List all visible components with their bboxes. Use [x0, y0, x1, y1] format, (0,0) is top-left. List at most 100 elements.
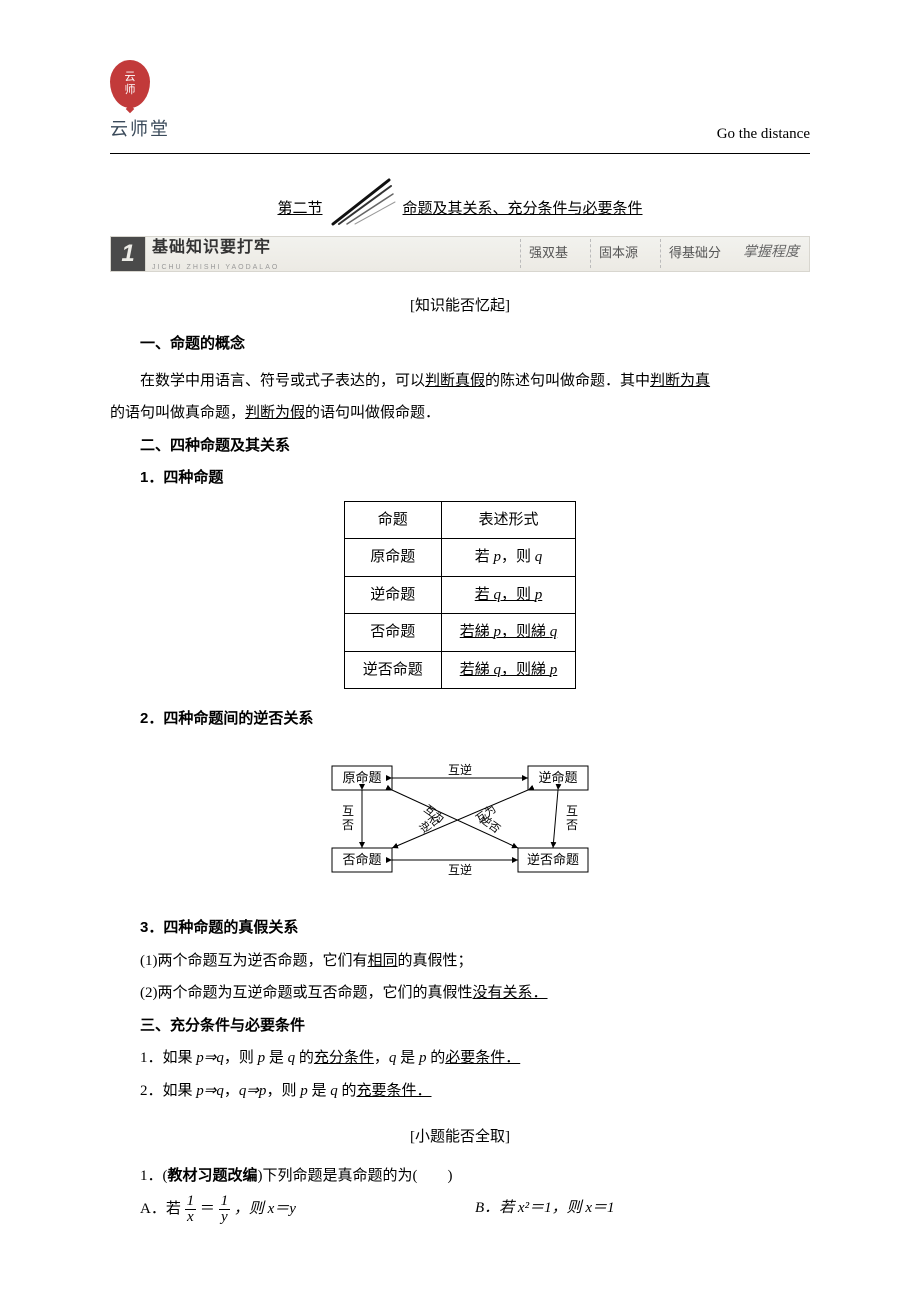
td: 若綈 q，则綈 p — [441, 651, 576, 689]
logo-badge-text: 云 师 — [125, 71, 136, 97]
t: ，则 — [501, 587, 535, 603]
table-row: 逆否命题 若綈 q，则綈 p — [344, 651, 576, 689]
t-u: 充分条件 — [314, 1050, 374, 1066]
t: q — [288, 1050, 296, 1066]
svg-text:否: 否 — [342, 818, 354, 832]
t: p — [494, 624, 502, 640]
t-u: 没有关系． — [473, 985, 548, 1001]
t: 的 — [295, 1050, 314, 1066]
t: 1．( — [140, 1168, 168, 1184]
q1-source: 教材习题改编 — [168, 1168, 258, 1184]
t: 的陈述句叫做命题．其中 — [485, 373, 650, 389]
tf-line-2: (2)两个命题为互逆命题或互否命题，它们的真假性没有关系． — [140, 979, 810, 1008]
section-title: 命题及其关系、充分条件与必要条件 — [403, 195, 643, 226]
banner-title-pinyin: JICHU ZHISHI YAODALAO — [152, 261, 279, 274]
t: 若 — [475, 587, 494, 603]
den: y — [219, 1210, 231, 1225]
t-u: 必要条件． — [445, 1050, 520, 1066]
svg-text:互: 互 — [342, 804, 354, 818]
feather-icon — [329, 174, 397, 226]
t: ，则綈 — [501, 662, 550, 678]
t: q — [550, 624, 558, 640]
t-u: 充要条件． — [356, 1083, 431, 1099]
sn-line-1: 1．如果 p⇒q，则 p 是 q 的充分条件，q 是 p 的必要条件． — [140, 1044, 810, 1073]
relation-diagram: 原命题逆命题否命题逆否命题互逆互逆互否互否互为逆否逆否互为 — [110, 744, 810, 905]
t: ，则綈 — [501, 624, 550, 640]
t: p⇒q — [196, 1050, 224, 1066]
h2-1: 1．四种命题 — [110, 464, 810, 493]
t: ，则 — [501, 549, 535, 565]
num: 1 — [185, 1194, 197, 1210]
td: 若綈 p，则綈 q — [441, 614, 576, 652]
td: 原命题 — [344, 539, 441, 577]
th: 命题 — [344, 501, 441, 539]
t: (1)两个命题互为逆否命题，它们有 — [140, 953, 368, 969]
section-title-row: 第二节 命题及其关系、充分条件与必要条件 — [110, 174, 810, 226]
t: ， — [224, 1083, 239, 1099]
t: p⇒q — [196, 1083, 224, 1099]
section-number: 第二节 — [277, 195, 322, 226]
t: p — [535, 587, 543, 603]
t: 若綈 — [460, 624, 494, 640]
svg-text:原命题: 原命题 — [342, 770, 381, 785]
t: 是 — [396, 1050, 419, 1066]
small-q-heading: [小题能否全取] — [110, 1123, 810, 1152]
recall-heading: [知识能否忆起] — [110, 292, 810, 321]
t: 的真假性； — [398, 953, 473, 969]
t: p — [300, 1083, 308, 1099]
svg-text:互逆: 互逆 — [448, 762, 472, 777]
t: 的 — [338, 1083, 357, 1099]
t: 若綈 — [460, 662, 494, 678]
table-row: 命题 表述形式 — [344, 501, 576, 539]
t: (2)两个命题为互逆命题或互否命题，它们的真假性 — [140, 985, 473, 1001]
banner-last: 掌握程度 — [743, 240, 809, 267]
relation-svg: 原命题逆命题否命题逆否命题互逆互逆互否互否互为逆否逆否互为 — [310, 744, 610, 894]
propositions-table: 命题 表述形式 原命题 若 p，则 q 逆命题 若 q，则 p 否命题 若綈 p… — [344, 501, 577, 690]
banner-title: 基础知识要打牢 JICHU ZHISHI YAODALAO — [146, 233, 279, 275]
options-row: A．若 1x ＝ 1y ，则 x＝y B．若 x²＝1，则 x＝1 — [140, 1194, 810, 1225]
question-1: 1．(教材习题改编)下列命题是真命题的为( ) — [140, 1162, 810, 1191]
concept-paragraph: 在数学中用语言、符号或式子表达的，可以判断真假的陈述句叫做命题．其中判断为真 的… — [110, 363, 810, 428]
t: q — [535, 549, 543, 565]
h2-four: 二、四种命题及其关系 — [110, 432, 810, 461]
svg-text:逆否命题: 逆否命题 — [527, 852, 579, 867]
svg-text:否: 否 — [566, 818, 578, 832]
td: 逆命题 — [344, 576, 441, 614]
td: 若 p，则 q — [441, 539, 576, 577]
banner-tag: 固本源 — [590, 239, 646, 268]
t: )下列命题是真命题的为( ) — [258, 1168, 453, 1184]
t: q — [330, 1083, 338, 1099]
option-a: A．若 1x ＝ 1y ，则 x＝y — [140, 1194, 475, 1225]
sn-line-2: 2．如果 p⇒q，q⇒p，则 p 是 q 的充要条件． — [140, 1077, 810, 1106]
banner-number: 1 — [111, 237, 146, 271]
svg-text:互逆: 互逆 — [448, 862, 472, 877]
t: p — [258, 1050, 266, 1066]
fraction-1x: 1x — [185, 1194, 197, 1225]
t-u: 判断为假 — [245, 405, 305, 421]
t: 在数学中用语言、符号或式子表达的，可以 — [140, 373, 425, 389]
t: 的语句叫做假命题． — [305, 405, 440, 421]
t: 1．如果 — [140, 1050, 196, 1066]
t: ＝ — [200, 1201, 215, 1217]
t-u: 相同 — [368, 953, 398, 969]
t: 2．如果 — [140, 1083, 196, 1099]
fraction-1y: 1y — [219, 1194, 231, 1225]
header-rule — [110, 153, 810, 154]
tf-line-1: (1)两个命题互为逆否命题，它们有相同的真假性； — [140, 947, 810, 976]
t: p — [550, 662, 558, 678]
td: 若 q，则 p — [441, 576, 576, 614]
td: 否命题 — [344, 614, 441, 652]
banner-tag: 得基础分 — [660, 239, 729, 268]
option-b: B．若 x²＝1，则 x＝1 — [475, 1194, 810, 1225]
h2-3: 3．四种命题的真假关系 — [110, 914, 810, 943]
t: A．若 — [140, 1201, 181, 1217]
t: q — [494, 662, 502, 678]
t: p — [494, 549, 502, 565]
logo-caption: 云师堂 — [110, 112, 170, 146]
t: 的语句叫做真命题， — [110, 405, 245, 421]
svg-text:互: 互 — [566, 804, 578, 818]
table-row: 否命题 若綈 p，则綈 q — [344, 614, 576, 652]
header-motto: Go the distance — [110, 120, 810, 149]
t: ，则 — [266, 1083, 300, 1099]
t: ， — [374, 1050, 389, 1066]
